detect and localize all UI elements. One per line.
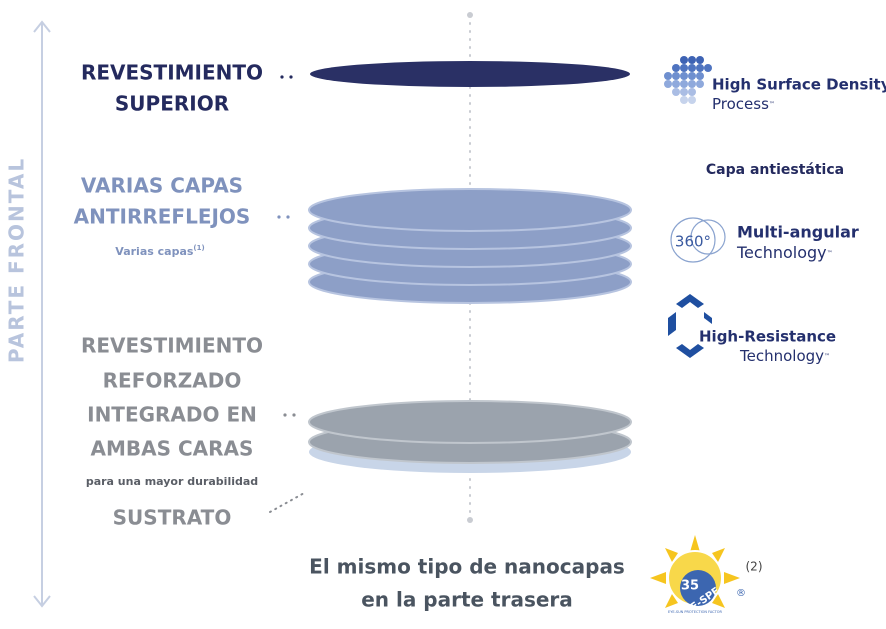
icon-dot bbox=[688, 96, 696, 104]
icon-dot bbox=[688, 56, 696, 64]
feature-title: High Surface Density bbox=[712, 76, 886, 94]
layer-title: REVESTIMIENTO bbox=[81, 334, 263, 358]
layer-title: SUPERIOR bbox=[115, 92, 229, 116]
layer-title: REVESTIMIENTO bbox=[81, 61, 263, 85]
icon-text: 360° bbox=[675, 233, 711, 251]
badge-mark: ® bbox=[736, 588, 746, 599]
feature-line: Technology™ bbox=[736, 243, 833, 262]
icon-dot bbox=[696, 64, 704, 72]
icon-dot bbox=[672, 88, 680, 96]
icon-dot bbox=[688, 72, 696, 80]
icon-dot bbox=[680, 80, 688, 88]
layer-title: INTEGRADO EN bbox=[87, 403, 257, 427]
footer-line: El mismo tipo de nanocapas bbox=[309, 555, 625, 579]
icon-dot bbox=[688, 80, 696, 88]
layer-title: VARIAS CAPAS bbox=[81, 174, 243, 198]
badge-number: 35 bbox=[681, 579, 699, 594]
feature-title: Multi-angular bbox=[737, 223, 859, 242]
feature-text: Technology bbox=[736, 243, 827, 262]
layer-title: REFORZADO bbox=[103, 369, 242, 393]
icon-dot bbox=[672, 72, 680, 80]
trademark: ™ bbox=[824, 353, 830, 360]
subtitle: Varias capas bbox=[115, 245, 194, 258]
icon-dot bbox=[696, 56, 704, 64]
side-arrow bbox=[34, 22, 50, 606]
layer-subtitle: Varias capas(1) bbox=[115, 244, 204, 258]
trademark: ™ bbox=[827, 250, 833, 257]
antireflective-discs bbox=[309, 189, 631, 303]
density-icon bbox=[664, 56, 712, 104]
footer-note: (2) bbox=[746, 560, 763, 574]
icon-dot bbox=[672, 80, 680, 88]
reinforced-discs bbox=[309, 401, 631, 473]
icon-dot bbox=[680, 88, 688, 96]
diagram: PARTE FRONTAL REVESTIMIENTO SUPERIOR VAR… bbox=[0, 0, 886, 629]
icon-dot bbox=[680, 72, 688, 80]
feature-text: Process bbox=[712, 95, 769, 113]
badge-arc-text: EYE-SUN PROTECTION FACTOR bbox=[668, 610, 722, 614]
icon-dot bbox=[696, 80, 704, 88]
trademark: ™ bbox=[769, 101, 775, 108]
feature-line: Technology™ bbox=[739, 347, 830, 365]
icon-dot bbox=[672, 64, 680, 72]
feature-title: High-Resistance bbox=[699, 328, 836, 346]
icon-dot bbox=[688, 64, 696, 72]
top-disc bbox=[310, 61, 630, 87]
espf-badge: 35 E-SPF EYE-SUN PROTECTION FACTOR ® bbox=[650, 535, 746, 614]
note: (1) bbox=[193, 244, 204, 252]
icon-dot bbox=[704, 64, 712, 72]
icon-dot bbox=[664, 80, 672, 88]
feature-text: Technology bbox=[739, 347, 824, 365]
layer-title: AMBAS CARAS bbox=[91, 437, 254, 461]
resistance-icon bbox=[668, 294, 712, 358]
connector-dots bbox=[270, 75, 306, 512]
layer-subtitle: para una mayor durabilidad bbox=[86, 475, 258, 488]
footer-line: en la parte trasera bbox=[361, 588, 573, 612]
feature-line: Process™ bbox=[712, 95, 775, 113]
icon-dot bbox=[680, 96, 688, 104]
icon-dot bbox=[680, 56, 688, 64]
icon-dot bbox=[688, 88, 696, 96]
icon-dot bbox=[680, 64, 688, 72]
layer-title: SUSTRATO bbox=[113, 506, 232, 530]
icon-dot bbox=[696, 72, 704, 80]
layer-title: ANTIRREFLEJOS bbox=[74, 205, 251, 229]
axis-end bbox=[467, 12, 473, 18]
icon-dot bbox=[664, 72, 672, 80]
axis-end bbox=[467, 517, 473, 523]
feature-title: Capa antiestática bbox=[706, 162, 844, 178]
side-label: PARTE FRONTAL bbox=[5, 157, 29, 363]
